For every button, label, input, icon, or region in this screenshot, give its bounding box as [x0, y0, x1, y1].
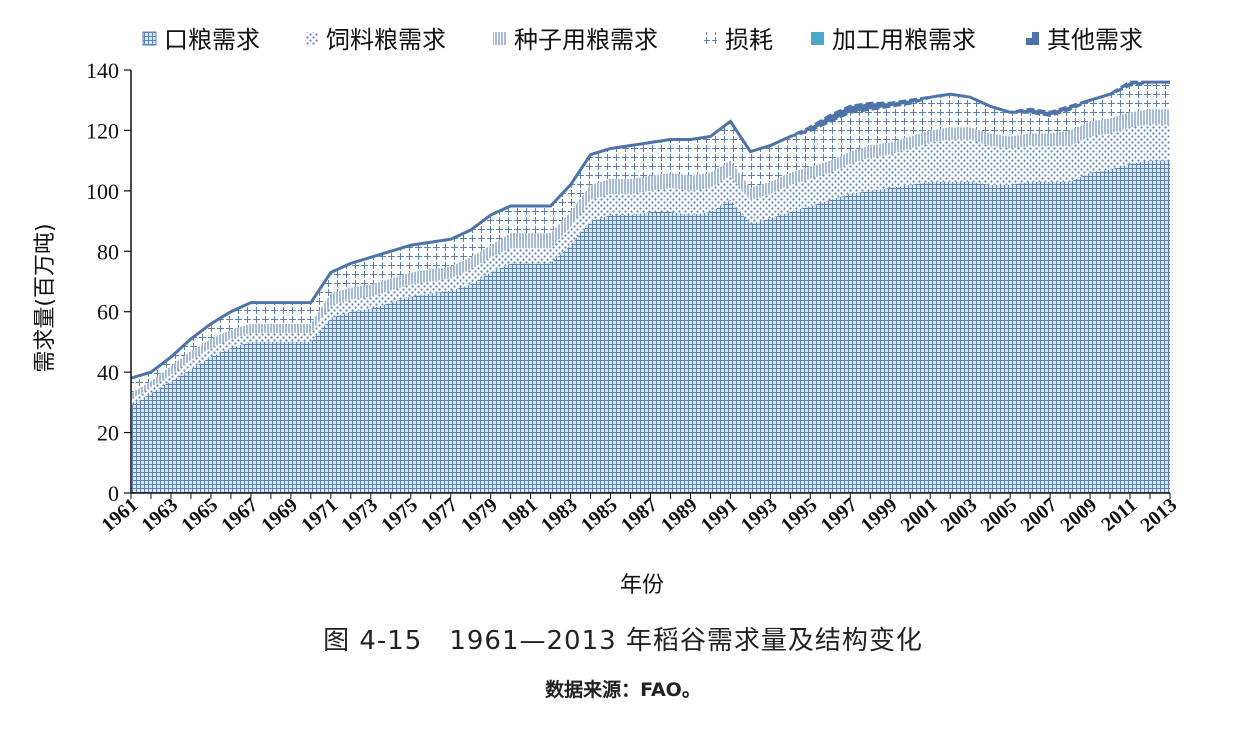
x-tick-label: 1979 [457, 494, 502, 537]
x-tick-label: 1971 [297, 494, 342, 537]
legend-swatch-jiagong [811, 32, 824, 45]
legend-item-siliao: 饲料粮需求 [305, 26, 446, 54]
x-tick-label: 2011 [1097, 494, 1141, 536]
y-tick-label: 100 [86, 179, 119, 204]
x-tick-label: 1999 [857, 494, 902, 537]
y-axis-title: 需求量(百万吨) [33, 223, 58, 372]
x-tick-label: 2001 [897, 494, 942, 537]
x-tick-label: 1965 [177, 494, 222, 537]
legend-label-zhongzi: 种子用粮需求 [514, 26, 658, 54]
x-tick-label: 1989 [657, 494, 702, 537]
x-tick-label: 1983 [537, 494, 582, 537]
x-tick-label: 2009 [1057, 494, 1102, 537]
y-tick-label: 40 [97, 360, 119, 385]
x-tick-label: 1975 [377, 494, 422, 537]
x-tick-label: 1977 [417, 494, 462, 537]
area-sunhao [131, 82, 1170, 394]
x-tick-label: 2005 [977, 494, 1022, 537]
y-tick-label: 80 [97, 239, 119, 264]
x-tick-label: 1961 [97, 494, 142, 537]
source-note: 数据来源：FAO。 [545, 679, 701, 701]
area-zhongzi [131, 109, 1170, 400]
x-tick-label: 2007 [1017, 494, 1062, 537]
x-tick-label: 1981 [497, 494, 542, 537]
legend-label-jiagong: 加工用粮需求 [832, 26, 976, 54]
legend-swatch-qita-notch [1026, 32, 1032, 38]
legend-item-zhongzi: 种子用粮需求 [493, 26, 658, 54]
legend-label-sunhao: 损耗 [725, 26, 773, 54]
legend-item-kouliang: 口粮需求 [142, 26, 260, 54]
x-tick-label: 1973 [337, 494, 382, 537]
y-tick-label: 140 [86, 58, 119, 83]
legend-label-qita: 其他需求 [1047, 26, 1143, 54]
y-tick-label: 120 [86, 118, 119, 143]
area-siliao [131, 124, 1170, 406]
x-axis-title: 年份 [620, 573, 664, 598]
legend-swatch-zhongzi [493, 32, 506, 45]
y-ticks: 0 20 40 60 80 100 120 140 [86, 58, 131, 506]
y-tick-label: 20 [97, 421, 119, 446]
legend-item-qita: 其他需求 [1026, 26, 1143, 54]
x-tick-label: 2013 [1136, 494, 1181, 537]
legend-label-kouliang: 口粮需求 [164, 26, 260, 54]
y-tick-label: 60 [97, 300, 119, 325]
x-tick-label: 1997 [817, 494, 862, 537]
x-tick-label: 1969 [257, 494, 302, 537]
legend-swatch-sunhao [704, 32, 717, 45]
chart-svg: 口粮需求 饲料粮需求 种子用粮需求 损耗 加工用粮需求 其他需求 0 20 40 60… [33, 26, 1181, 598]
x-tick-label: 1993 [737, 494, 782, 537]
x-tick-label: 2003 [937, 494, 982, 537]
area-qita [130, 80, 1170, 380]
legend-item-jiagong: 加工用粮需求 [811, 26, 976, 54]
area-kouliang [131, 160, 1170, 493]
legend-swatch-siliao [305, 32, 318, 45]
x-tick-label: 1985 [577, 494, 622, 537]
x-tick-label: 1995 [777, 494, 822, 537]
x-tick-label: 1967 [217, 494, 262, 537]
legend: 口粮需求 饲料粮需求 种子用粮需求 损耗 加工用粮需求 其他需求 [142, 26, 1143, 54]
stacked-areas [130, 80, 1170, 493]
legend-label-siliao: 饲料粮需求 [326, 26, 446, 54]
x-tick-label: 1991 [697, 494, 742, 537]
y-tick-label: 0 [108, 481, 119, 506]
x-ticks: 1961196319651967196919711973197519771979… [97, 493, 1181, 537]
figure-caption: 图 4-15 1961—2013 年稻谷需求量及结构变化 [323, 626, 923, 656]
legend-item-sunhao: 损耗 [704, 26, 773, 54]
x-tick-label: 1963 [137, 494, 182, 537]
x-tick-label: 1987 [617, 494, 662, 537]
legend-swatch-kouliang [142, 31, 157, 46]
